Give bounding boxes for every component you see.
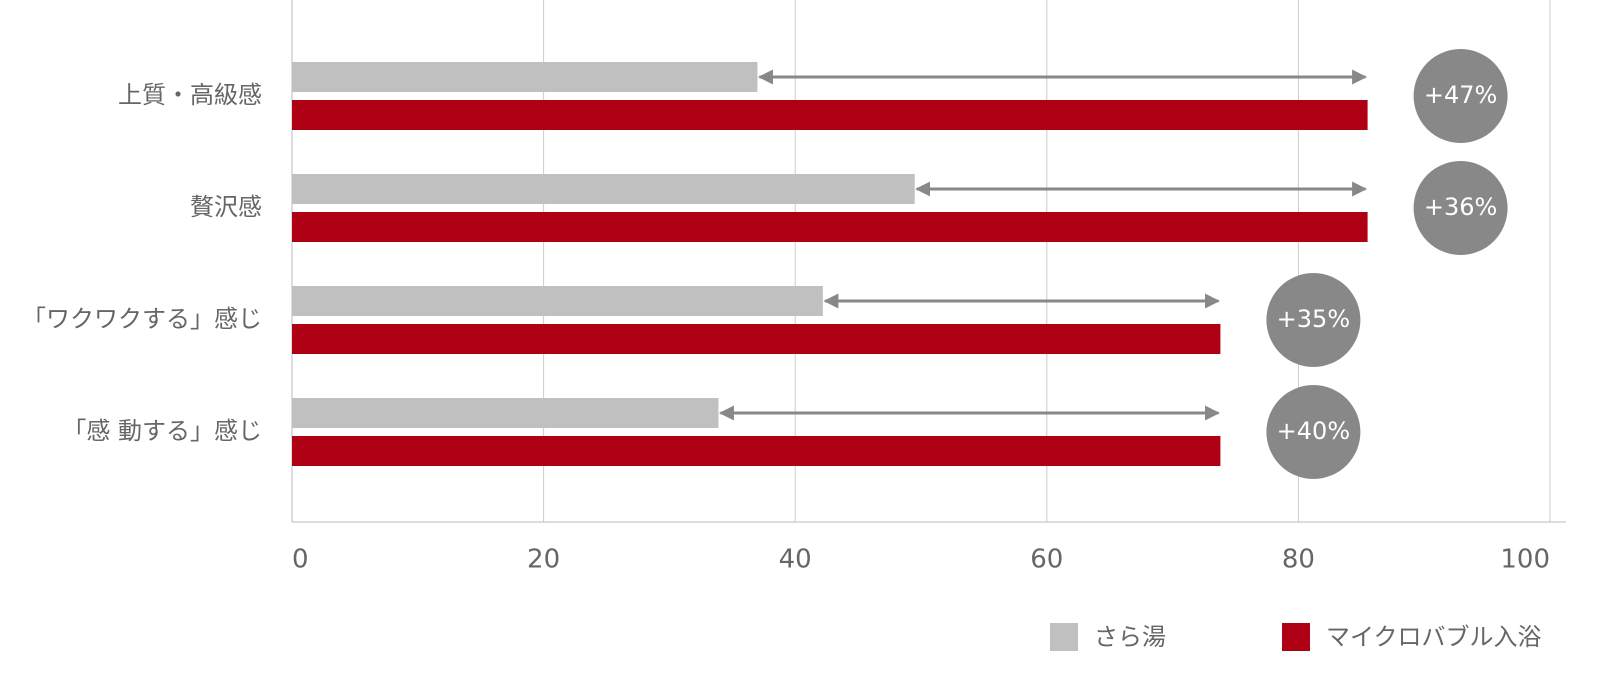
bar <box>292 212 1368 242</box>
annotation: +40% <box>1277 417 1350 445</box>
category-label: 「ワクワクする」感じ <box>22 305 262 333</box>
x-tick-label: 0 <box>292 545 309 575</box>
x-tick-label: 20 <box>527 545 560 575</box>
x-tick-label: 80 <box>1282 545 1315 575</box>
bar <box>292 436 1221 466</box>
category-label: 上質・高級感 <box>118 81 262 109</box>
category-label: 贅沢感 <box>190 193 262 221</box>
bar <box>292 62 758 92</box>
legend-swatch <box>1282 623 1310 651</box>
x-tick-label: 40 <box>779 545 812 575</box>
legend-label: マイクロバブル入浴 <box>1326 623 1542 651</box>
x-tick-label: 60 <box>1030 545 1063 575</box>
category-label: 「感 動する」感じ <box>62 417 262 445</box>
annotation: +36% <box>1424 193 1497 221</box>
legend-label: さら湯 <box>1094 623 1166 651</box>
annotation: +47% <box>1424 81 1497 109</box>
annotation-badge <box>1266 385 1361 479</box>
bar <box>292 398 719 428</box>
x-tick-label: 100 <box>1500 545 1550 575</box>
annotation-badge <box>1413 49 1508 143</box>
bar <box>292 286 823 316</box>
legend-swatch <box>1050 623 1078 651</box>
annotation-badge <box>1266 273 1361 367</box>
bar <box>292 100 1368 130</box>
bar <box>292 324 1221 354</box>
annotation-badge <box>1413 161 1508 255</box>
bar <box>292 174 915 204</box>
annotation: +35% <box>1277 305 1350 333</box>
